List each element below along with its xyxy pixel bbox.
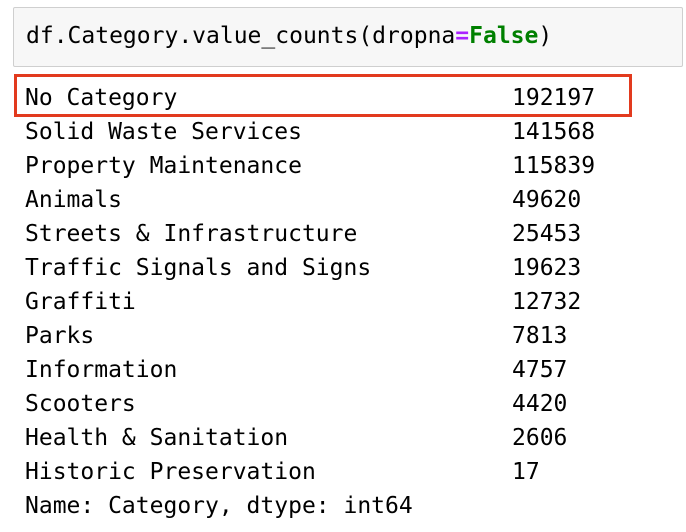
category-label: Health & Sanitation: [25, 425, 289, 451]
output-row: Information 4757: [25, 353, 675, 387]
category-count: 49620: [512, 187, 582, 213]
category-label: Traffic Signals and Signs: [25, 255, 372, 281]
output-row: Streets & Infrastructure 25453: [25, 217, 675, 251]
category-count: 4420: [512, 391, 568, 417]
category-label: Graffiti: [25, 289, 136, 315]
output-row: Parks 7813: [25, 319, 675, 353]
output-row: Property Maintenance 115839: [25, 149, 675, 183]
category-count: 7813: [512, 323, 568, 349]
category-label: Streets & Infrastructure: [25, 221, 358, 247]
output-row: Health & Sanitation 2606: [25, 421, 675, 455]
category-label: Animals: [25, 187, 122, 213]
output-row: Traffic Signals and Signs 19623: [25, 251, 675, 285]
code-input-cell[interactable]: df.Category.value_counts(dropna=False): [13, 7, 683, 67]
code-text: df.Category.value_counts(dropna: [26, 23, 456, 49]
category-count: 25453: [512, 221, 582, 247]
output-row: Solid Waste Services 141568: [25, 115, 675, 149]
category-count: 2606: [512, 425, 568, 451]
category-label: Parks: [25, 323, 95, 349]
output-row: Animals 49620: [25, 183, 675, 217]
category-label: Information: [25, 357, 178, 383]
output-area: No Category 192197 Solid Waste Services …: [25, 81, 675, 523]
category-count: 19623: [512, 255, 582, 281]
output-row: Historic Preservation 17: [25, 455, 675, 489]
output-row: No Category 192197: [25, 81, 675, 115]
category-label: Solid Waste Services: [25, 119, 302, 145]
output-row: Graffiti 12732: [25, 285, 675, 319]
output-row: Scooters 4420: [25, 387, 675, 421]
category-count: 4757: [512, 357, 568, 383]
category-count: 141568: [512, 119, 596, 145]
category-count: 115839: [512, 153, 596, 179]
category-label: Property Maintenance: [25, 153, 302, 179]
code-closing-paren: ): [538, 23, 553, 49]
category-label: Scooters: [25, 391, 136, 417]
category-count: 192197: [512, 85, 596, 111]
series-footer: Name: Category, dtype: int64: [25, 493, 413, 519]
code-keyword: False: [469, 23, 539, 49]
category-label: Historic Preservation: [25, 459, 316, 485]
code-line[interactable]: df.Category.value_counts(dropna=False): [26, 21, 552, 51]
category-label: No Category: [25, 85, 178, 111]
code-operator: =: [455, 23, 470, 49]
category-count: 17: [512, 459, 540, 485]
category-count: 12732: [512, 289, 582, 315]
